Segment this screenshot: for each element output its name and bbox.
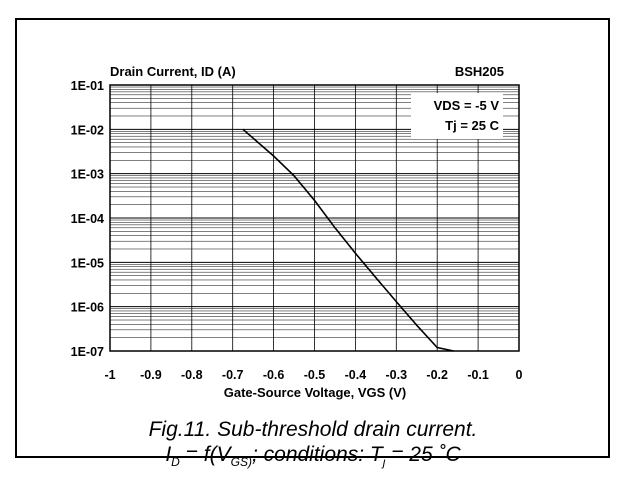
plot-border xyxy=(109,84,520,352)
y-tick-label: 1E-01 xyxy=(71,79,104,93)
conditions-annotation: Tj = 25 C xyxy=(445,118,499,133)
x-tick-label: -0.5 xyxy=(304,368,326,382)
caption-sub-gs: GS) xyxy=(230,455,252,470)
caption-sub-j: j xyxy=(382,455,386,470)
caption-temperature: = 25 ˚C xyxy=(385,443,461,466)
drain-current-line xyxy=(242,128,454,352)
caption-formula: = f(V xyxy=(179,443,231,466)
y-tick-label: 1E-03 xyxy=(71,168,104,182)
x-tick-label: -0.9 xyxy=(140,368,162,382)
x-tick-label: -0.4 xyxy=(345,368,367,382)
caption-conditions: ; conditions: T xyxy=(251,443,383,466)
figure-caption-line1: Fig.11. Sub-threshold drain current. xyxy=(148,418,478,441)
x-tick-label: -0.6 xyxy=(263,368,285,382)
figure-caption-line2: ID = f(VGS); conditions: Tj = 25 ˚C xyxy=(0,443,626,469)
x-tick-label: -0.8 xyxy=(181,368,203,382)
chart-title-right: BSH205 xyxy=(455,64,504,79)
x-tick-label: -0.3 xyxy=(386,368,408,382)
y-tick-label: 1E-07 xyxy=(71,345,104,359)
x-tick-label: 0 xyxy=(516,368,523,382)
x-tick-label: -0.7 xyxy=(222,368,244,382)
chart-title-left: Drain Current, ID (A) xyxy=(110,64,236,79)
y-tick-label: 1E-04 xyxy=(71,212,104,226)
plot-area: VDS = -5 V Tj = 25 C -1 -0.9 -0.8 -0.7 -0.6 -0.… xyxy=(71,79,523,382)
x-axis-label: Gate-Source Voltage, VGS (V) xyxy=(224,385,407,400)
conditions-box xyxy=(411,93,503,139)
y-tick-label: 1E-06 xyxy=(71,301,104,315)
x-tick-label: -1 xyxy=(104,368,115,382)
x-tick-label: -0.1 xyxy=(467,368,489,382)
y-tick-label: 1E-05 xyxy=(71,256,104,270)
y-tick-label: 1E-02 xyxy=(71,123,104,137)
caption-symbol-i: I xyxy=(165,443,172,466)
caption-sub-d: D xyxy=(171,455,180,470)
x-tick-label: -0.2 xyxy=(426,368,448,382)
conditions-annotation: VDS = -5 V xyxy=(434,98,500,113)
